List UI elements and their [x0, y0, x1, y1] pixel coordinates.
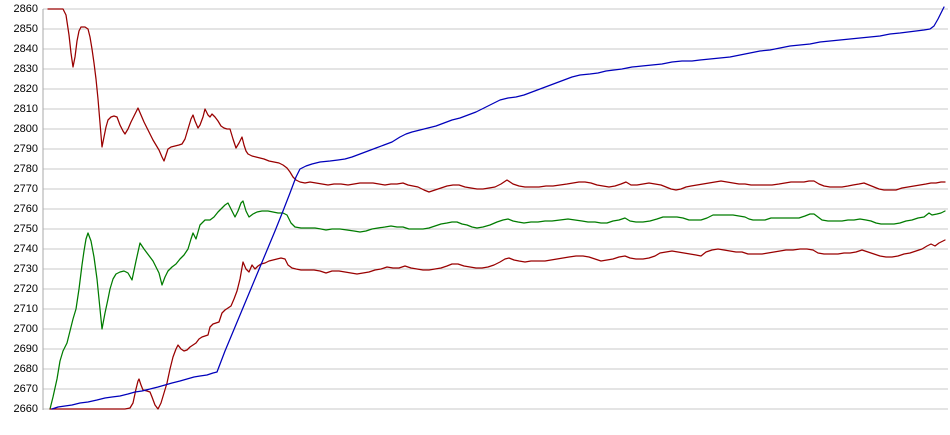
y-axis-tick-label: 2680: [13, 363, 38, 375]
y-axis-tick-label: 2810: [13, 103, 38, 115]
y-axis-tick-label: 2840: [13, 43, 38, 55]
y-axis-tick-label: 2700: [13, 323, 38, 335]
y-axis-tick-label: 2740: [13, 243, 38, 255]
y-axis-tick-label: 2670: [13, 383, 38, 395]
y-axis-tick-label: 2830: [13, 63, 38, 75]
y-axis-tick-label: 2760: [13, 203, 38, 215]
blue-rising-line: [51, 6, 945, 410]
y-axis-tick-label: 2820: [13, 83, 38, 95]
y-axis-tick-label: 2690: [13, 343, 38, 355]
y-axis-tick-label: 2730: [13, 263, 38, 275]
y-axis-tick-label: 2710: [13, 303, 38, 315]
red-upper-line: [47, 8, 946, 193]
y-axis-tick-label: 2850: [13, 23, 38, 35]
series-lines-group: [47, 6, 946, 410]
y-axis-tick-label: 2660: [13, 403, 38, 415]
y-axis-tick-label: 2790: [13, 143, 38, 155]
gridlines-group: [43, 8, 948, 410]
y-axis-tick-label: 2720: [13, 283, 38, 295]
y-axis-tick-labels: 2860 2850 2840 2830 2820 2810 2800 2790 2780 2770…: [0, 0, 38, 435]
red-lower-line: [49, 239, 946, 410]
y-axis-tick-label: 2770: [13, 183, 38, 195]
y-axis-tick-label: 2780: [13, 163, 38, 175]
y-axis-tick-label: 2860: [13, 3, 38, 15]
green-middle-line: [49, 200, 946, 410]
y-axis-tick-label: 2750: [13, 223, 38, 235]
y-axis-tick-label: 2800: [13, 123, 38, 135]
